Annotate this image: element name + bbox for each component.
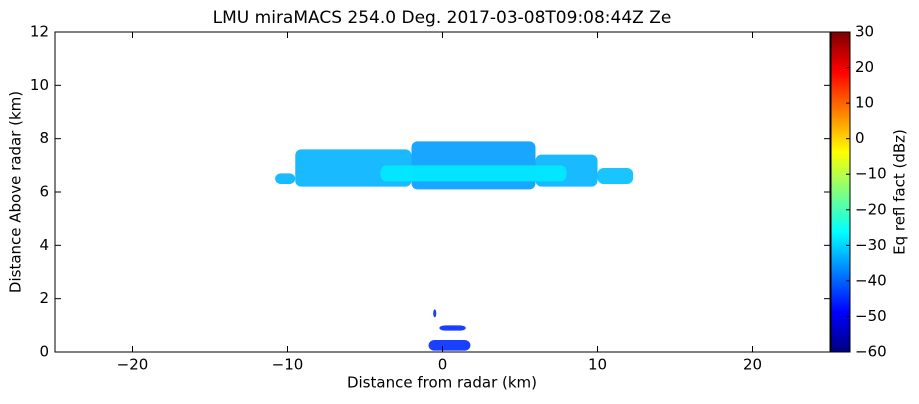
colorbar-tick-label: −40: [855, 271, 887, 289]
y-axis-label: Distance Above radar (km): [7, 91, 25, 293]
y-tick-label: 2: [39, 289, 49, 307]
x-tick-label: −20: [117, 356, 149, 374]
colorbar-tick-label: 20: [855, 58, 874, 76]
colorbar-tick-label: −50: [855, 307, 887, 325]
plot-frame: [54, 31, 831, 353]
x-axis-label: Distance from radar (km): [347, 374, 537, 392]
echo-cell: [439, 325, 466, 331]
colorbar-label: Eq refl fact (dBz): [891, 129, 909, 255]
echo-cell: [597, 168, 634, 184]
colorbar-tick-label: −60: [855, 343, 887, 361]
colorbar-tick-label: 0: [855, 129, 865, 147]
y-tick-label: 10: [30, 76, 49, 94]
x-tick-label: 20: [743, 356, 762, 374]
echo-cell: [380, 165, 567, 182]
y-tick-label: 6: [39, 183, 49, 201]
colorbar: [830, 31, 851, 353]
colorbar-tick-label: 10: [855, 94, 874, 112]
x-tick-label: 10: [588, 356, 607, 374]
echo-cell: [433, 309, 437, 318]
x-tick-label: −10: [272, 356, 304, 374]
colorbar-tick-label: −20: [855, 200, 887, 218]
x-tick-label: 0: [438, 356, 448, 374]
colorbar-tick-label: 30: [855, 23, 874, 41]
y-tick-label: 0: [39, 343, 49, 361]
echo-cell: [275, 173, 296, 184]
chart-title: LMU miraMACS 254.0 Deg. 2017-03-08T09:08…: [213, 8, 672, 28]
y-tick-label: 4: [39, 236, 49, 254]
colorbar-tick-label: −30: [855, 236, 887, 254]
echo-cell: [428, 340, 471, 351]
y-tick-label: 8: [39, 129, 49, 147]
y-tick-label: 12: [30, 23, 49, 41]
colorbar-tick-label: −10: [855, 165, 887, 183]
